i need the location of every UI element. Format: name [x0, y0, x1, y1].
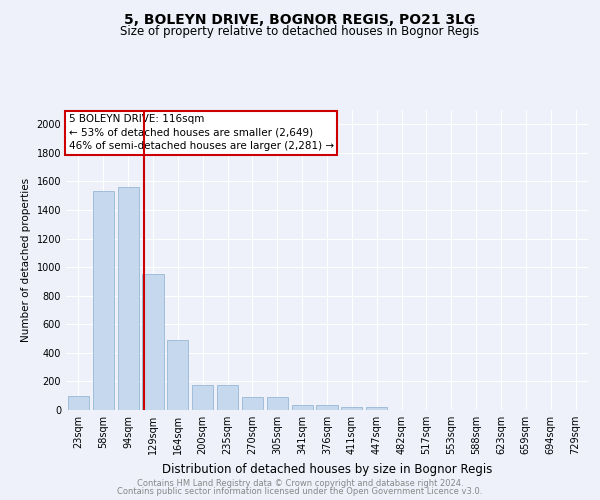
Bar — [292, 405, 313, 410]
Text: Contains public sector information licensed under the Open Government Licence v3: Contains public sector information licen… — [118, 487, 482, 496]
X-axis label: Distribution of detached houses by size in Bognor Regis: Distribution of detached houses by size … — [162, 462, 492, 475]
Bar — [142, 274, 164, 410]
Bar — [68, 396, 89, 410]
Bar — [118, 187, 139, 410]
Bar — [192, 385, 213, 410]
Bar — [316, 405, 338, 410]
Y-axis label: Number of detached properties: Number of detached properties — [21, 178, 31, 342]
Text: Size of property relative to detached houses in Bognor Regis: Size of property relative to detached ho… — [121, 25, 479, 38]
Bar — [242, 397, 263, 410]
Text: 5 BOLEYN DRIVE: 116sqm
← 53% of detached houses are smaller (2,649)
46% of semi-: 5 BOLEYN DRIVE: 116sqm ← 53% of detached… — [68, 114, 334, 151]
Bar — [167, 340, 188, 410]
Bar — [366, 407, 387, 410]
Text: Contains HM Land Registry data © Crown copyright and database right 2024.: Contains HM Land Registry data © Crown c… — [137, 478, 463, 488]
Bar — [93, 192, 114, 410]
Bar — [217, 385, 238, 410]
Bar — [341, 407, 362, 410]
Text: 5, BOLEYN DRIVE, BOGNOR REGIS, PO21 3LG: 5, BOLEYN DRIVE, BOGNOR REGIS, PO21 3LG — [124, 12, 476, 26]
Bar — [267, 397, 288, 410]
